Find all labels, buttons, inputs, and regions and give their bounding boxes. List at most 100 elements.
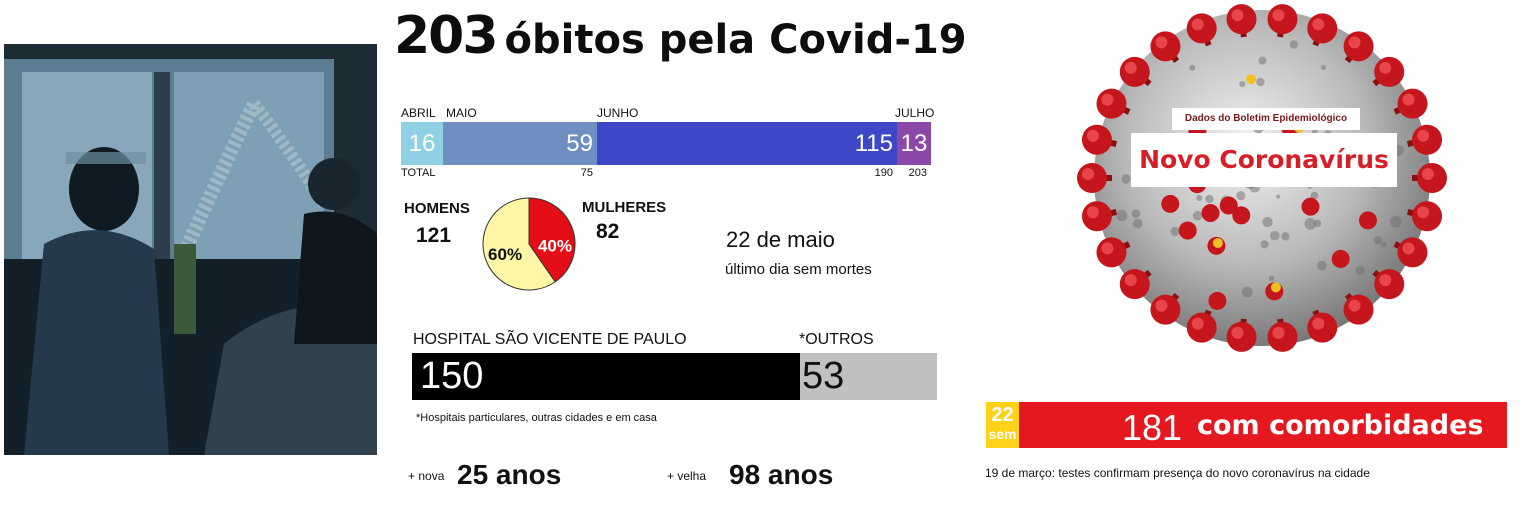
virus-yellow-protein	[1212, 237, 1223, 248]
virus-spike-highlight	[1086, 206, 1099, 219]
virus-spike-highlight	[1312, 18, 1325, 31]
month-bar-value: 13	[900, 129, 928, 157]
virus-texture-dot	[1131, 209, 1141, 218]
virus-texture-dot	[1270, 230, 1280, 241]
gender-pie-chart: 40% 60%	[482, 197, 576, 291]
virus-texture-dot	[1276, 194, 1281, 199]
women-label: MULHERES	[582, 199, 667, 216]
virus-inner-spike	[1161, 194, 1180, 213]
cumulative-label: 190	[874, 167, 893, 179]
virus-texture-dot	[1373, 236, 1383, 245]
oldest-value: 98 anos	[729, 459, 834, 490]
virus-spike-highlight	[1124, 274, 1137, 287]
virus-inner-spike	[1178, 221, 1197, 240]
comorbidity-label: com comorbidades	[1197, 410, 1484, 441]
virus-texture-dot	[1236, 191, 1246, 201]
virus-title: Novo Coronavírus	[1131, 133, 1397, 187]
men-label: HOMENS	[404, 200, 470, 217]
month-label-abril: ABRIL	[401, 106, 436, 120]
virus-texture-dot	[1320, 64, 1327, 71]
women-value: 82	[596, 220, 620, 243]
virus-spike-highlight	[1417, 206, 1430, 219]
virus-texture-dot	[1317, 260, 1327, 271]
virus-texture-dot	[1355, 265, 1365, 276]
virus-spike-highlight	[1086, 129, 1099, 142]
month-bar-abril: 16	[401, 122, 443, 165]
pie-slice-men	[482, 197, 556, 291]
week-badge: 22 sem	[986, 402, 1019, 448]
cumulative-label: 203	[908, 167, 927, 179]
virus-texture-dot	[1281, 232, 1290, 241]
others-label: *OUTROS	[799, 331, 874, 348]
virus-texture-dot	[1289, 40, 1299, 49]
others-footnote: *Hospitais particulares, outras cidades …	[416, 412, 657, 424]
virus-spike-highlight	[1231, 9, 1244, 22]
pie-label-men: 60%	[488, 245, 522, 264]
virus-spike-highlight	[1348, 299, 1361, 312]
month-bar-value: 16	[408, 129, 436, 157]
virus-spike-highlight	[1379, 61, 1392, 74]
virus-texture-dot	[1239, 81, 1246, 88]
virus-texture-dot	[1132, 218, 1143, 229]
virus-texture-dot	[1192, 210, 1203, 221]
hospital-label: HOSPITAL SÃO VICENTE DE PAULO	[413, 331, 687, 348]
oldest-label: + velha	[667, 469, 707, 483]
virus-spike-highlight	[1422, 168, 1434, 180]
comorbidity-bar: 181 com comorbidades	[1019, 402, 1507, 448]
month-bar-value: 115	[854, 129, 893, 157]
virus-inner-spike	[1201, 204, 1220, 223]
pie-slice-women	[528, 197, 576, 283]
virus-texture-dot	[1116, 209, 1128, 222]
month-label-junho: JUNHO	[597, 106, 639, 120]
virus-texture-dot	[1260, 240, 1269, 249]
virus-texture-dot	[1258, 56, 1267, 65]
virus-spike-highlight	[1312, 317, 1325, 330]
virus-spike-highlight	[1272, 9, 1285, 22]
pie-label-women: 40%	[538, 236, 572, 255]
virus-texture-dot	[1262, 216, 1273, 228]
virus-texture-dot	[1304, 218, 1317, 230]
virus-spike-highlight	[1124, 61, 1137, 74]
virus-spike-highlight	[1101, 93, 1114, 106]
cumulative-label: TOTAL	[401, 167, 436, 179]
virus-texture-dot	[1390, 215, 1402, 228]
last-day-caption: último dia sem mortes	[725, 261, 872, 278]
week-label: sem	[988, 426, 1017, 442]
virus-spike-highlight	[1379, 274, 1392, 287]
virus-spike-highlight	[1402, 242, 1415, 255]
virus-inner-spike	[1331, 249, 1350, 268]
comorbidity-count: 181	[1122, 407, 1183, 448]
virus-spike-highlight	[1402, 93, 1415, 106]
virus-texture-dot	[1313, 219, 1322, 228]
virus-texture-dot	[1189, 64, 1196, 71]
title-text: óbitos pela Covid-19	[504, 17, 967, 63]
month-label-julho: JULHO	[895, 106, 935, 120]
month-bar-julho: 13	[897, 122, 931, 165]
virus-texture-dot	[1121, 174, 1131, 184]
virus-spike-highlight	[1417, 129, 1430, 142]
title-death-count: 203	[394, 6, 499, 66]
virus-texture-dot	[1268, 275, 1275, 281]
bulletin-header: Dados do Boletim Epidemiológico	[1172, 108, 1360, 130]
virus-texture-dot	[1256, 77, 1265, 87]
virus-inner-spike	[1358, 211, 1377, 230]
virus-texture-dot	[1170, 226, 1180, 237]
virus-inner-spike	[1219, 196, 1238, 215]
virus-spike-highlight	[1101, 242, 1114, 255]
cumulative-label: 75	[580, 167, 593, 179]
virus-inner-spike	[1301, 197, 1320, 216]
virus-texture-dot	[1196, 195, 1203, 202]
virus-inner-spike	[1208, 291, 1227, 310]
week-number: 22	[991, 404, 1014, 426]
virus-spike-highlight	[1155, 299, 1168, 312]
virus-spike-highlight	[1191, 317, 1204, 330]
virus-texture-dot	[1205, 194, 1214, 204]
month-bar-junho: 115	[597, 122, 897, 165]
youngest-value: 25 anos	[457, 459, 562, 490]
month-label-maio: MAIO	[446, 106, 477, 120]
icu-photo	[4, 44, 377, 455]
virus-spike-highlight	[1082, 168, 1094, 180]
hospital-bar: 150	[412, 353, 800, 400]
virus-inner-spike	[1232, 206, 1251, 225]
virus-texture-dot	[1310, 191, 1319, 200]
